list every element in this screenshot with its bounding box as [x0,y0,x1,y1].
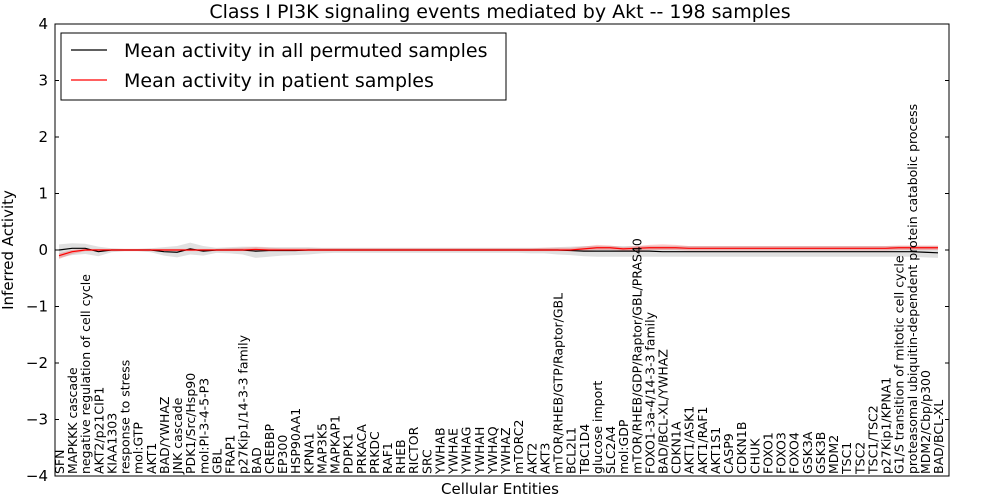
y-tick-label: −1 [26,298,48,316]
x-tick-label: AKT1 [144,443,159,474]
y-axis-label: Inferred Activity [0,190,17,310]
x-tick-label: RHEB [393,439,408,474]
x-tick-label: TBC1D4 [577,424,592,475]
y-tick-label: 0 [38,241,48,259]
x-tick-label: MDM2/Cbp/p300 [918,370,933,474]
x-tick-label: SRC [419,449,434,474]
x-tick-label: mol:GTP [131,422,146,474]
x-tick-label: YWHAG [459,427,474,475]
x-tick-label: response to stress [118,360,133,474]
x-tick-label: p27Kip1/KPNA1 [879,377,894,474]
x-tick-label: CREBBP [262,424,277,474]
y-tick-label: 4 [38,15,48,33]
y-tick-label: −2 [26,354,48,372]
x-tick-label: CDKN1B [734,422,749,474]
x-tick-label: KIAA1303 [104,413,119,474]
x-tick-label: RICTOR [406,426,421,474]
y-tick-label: −3 [26,411,48,429]
x-tick-label: G1/S transition of mitotic cell cycle [892,255,907,474]
x-tick-label: GBL [209,449,224,474]
x-tick-label: mTOR/RHEB/GTP/Raptor/GBL [551,293,566,474]
x-tick-label: mol:GDP [616,419,631,474]
x-tick-label: YWHAH [472,427,487,475]
y-tick-label: −4 [26,467,48,485]
x-tick-label: GSK3B [813,432,828,474]
legend-label-permuted: Mean activity in all permuted samples [124,40,487,62]
y-axis-ticks: −4 −3 −2 −1 0 1 2 3 4 [26,15,949,485]
x-tick-label: PDK1/Src/Hsp90 [183,373,198,474]
x-tick-label: FRAP1 [223,435,238,474]
x-tick-label: SLC2A4 [603,426,618,474]
x-tick-label: EP300 [275,435,290,474]
x-tick-label: mTOR/RHEB/GDP/Raptor/GBL/PRAS40 [629,238,644,474]
x-tick-label: AKT3 [537,443,552,474]
x-tick-label: CASP9 [721,433,736,474]
x-tick-label: BAD/BCL-XL [931,400,946,474]
x-tick-label: FOXO1-3a-4/14-3-3 family [642,311,657,474]
x-tick-label: GSK3A [800,431,815,474]
x-tick-label: SFN [52,450,67,474]
x-tick-label: BAD [249,447,264,474]
legend-label-patient: Mean activity in patient samples [124,70,434,92]
x-tick-label: AKT2/p21CIP1 [91,387,106,474]
x-tick-label: TSC1 [839,442,854,475]
y-tick-label: 3 [38,72,48,90]
x-tick-label: proteasomal ubiquitin-dependent protein … [905,104,920,474]
x-tick-label: MAP3K5 [314,423,329,474]
x-tick-label: CDKN1A [669,421,684,474]
chart-title: Class I PI3K signaling events mediated b… [209,1,790,23]
x-tick-label: JNK cascade [170,397,185,475]
series-lines [58,247,939,257]
x-tick-label: YWHAE [446,428,461,475]
x-tick-label: BCL2L1 [564,427,579,474]
x-tick-label: glucose import [590,381,605,474]
x-tick-label: FOXO1 [760,432,775,474]
line-series-1 [58,247,938,257]
x-tick-label: AKT1/ASK1 [682,406,697,474]
x-tick-label: PRKDC [367,431,382,474]
x-axis-label: Cellular Entities [441,480,559,498]
x-tick-label: CHUK [747,438,762,474]
x-tick-label: BAD/YWHAZ [157,397,172,474]
legend: Mean activity in all permuted samples Me… [60,32,507,101]
x-tick-label: BAD/BCL-XL/YWHAZ [655,349,670,474]
x-tick-label: FOXO3 [774,432,789,474]
x-tick-label: YWHAB [432,427,447,475]
x-tick-label: KPNA1 [301,432,316,474]
x-tick-label: TSC1/TSC2 [865,405,880,475]
y-tick-label: 2 [38,128,48,146]
y-tick-label: 1 [38,185,48,203]
x-tick-label: TSC2 [852,442,867,475]
x-tick-label: MAPKKK cascade [65,367,80,474]
x-tick-label: RAF1 [380,442,395,474]
x-tick-label: FOXO4 [787,432,802,474]
x-tick-label: mTORC2 [511,420,526,474]
x-tick-label: PDPK1 [341,433,356,474]
x-tick-label: YWHAZ [498,427,513,475]
x-tick-label: negative regulation of cell cycle [78,274,93,474]
x-tick-label: PRKACA [354,424,369,474]
x-tick-label: MAPKAP1 [328,415,343,474]
x-tick-label: p27Kip1/14-3-3 family [236,334,251,474]
x-tick-label: HSP90AA1 [288,408,303,474]
x-tick-label: YWHAQ [485,426,500,475]
x-tick-label: AKT2 [524,443,539,474]
plot-frame [54,23,950,477]
x-tick-label: AKT1/RAF1 [695,407,710,474]
legend-box [60,32,507,101]
x-tick-label: AKT1S1 [708,427,723,474]
x-tick-label: mol:PI-3-4-5-P3 [196,378,211,474]
x-tick-label: MDM2 [826,435,841,474]
confidence-bands [59,242,938,260]
